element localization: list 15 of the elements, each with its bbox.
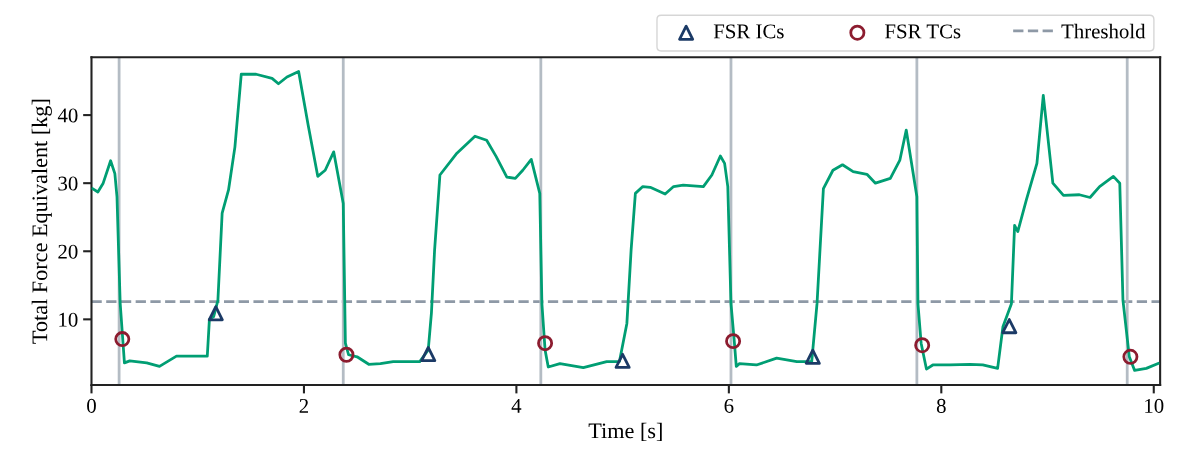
legend-label: FSR TCs (885, 24, 961, 39)
x-tick-label: 4 (511, 398, 522, 413)
x-tick-label: 0 (87, 398, 96, 413)
x-axis-title: Time [s] (588, 422, 662, 442)
x-tick-label: 2 (299, 398, 308, 413)
y-tick-label: 20 (58, 244, 78, 259)
y-tick-label: 30 (58, 176, 78, 191)
legend-label: Threshold (1061, 23, 1146, 39)
y-tick-label: 10 (59, 312, 78, 327)
x-tick-label: 8 (936, 398, 946, 413)
legend-label: FSR ICs (713, 24, 784, 39)
y-tick-label: 40 (57, 108, 78, 123)
x-tick-label: 10 (1145, 398, 1164, 413)
x-tick-label: 6 (724, 398, 734, 413)
y-axis-title: Total Force Equivalent [kg] (31, 99, 52, 344)
